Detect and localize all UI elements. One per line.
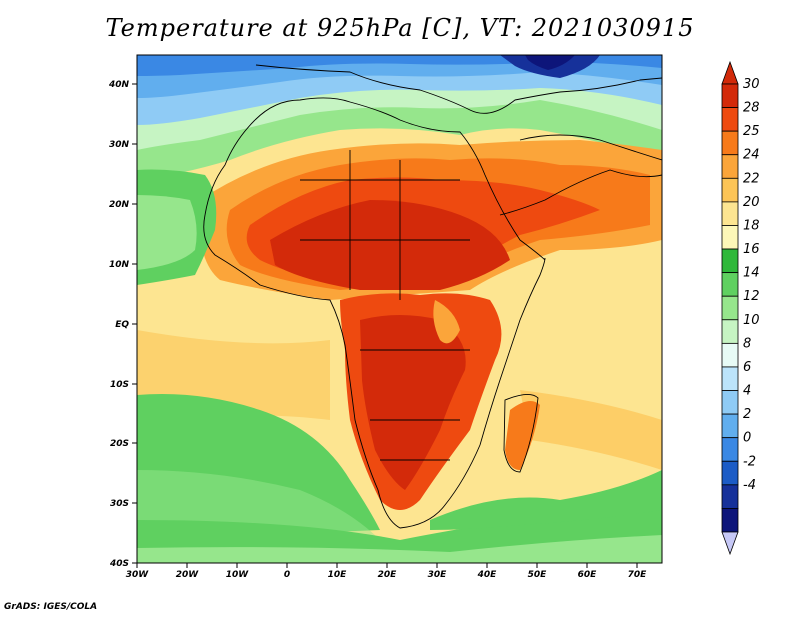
- lon-label: 30W: [126, 570, 150, 580]
- colorbar-label: 14: [743, 266, 760, 281]
- colorbar-label: 20: [743, 195, 760, 210]
- colorbar-swatch: [721, 201, 739, 226]
- colorbar-swatch: [721, 130, 739, 156]
- lat-label: 20S: [110, 439, 129, 449]
- lon-label: 10E: [328, 570, 348, 580]
- colorbar-swatch: [721, 484, 739, 509]
- colorbar-swatch: [721, 248, 739, 274]
- colorbar-label: -4: [743, 478, 756, 493]
- latitude-axis: 40N 30N 20N 10N EQ 10S 20S 30S 40S: [108, 80, 130, 569]
- colorbar-swatch: [721, 225, 739, 250]
- lon-label: 30E: [428, 570, 448, 580]
- lat-label: 20N: [109, 200, 130, 210]
- plot-frame: [136, 54, 663, 564]
- colorbar-label: 24: [743, 148, 760, 163]
- colorbar-label: 10: [743, 313, 760, 328]
- temperature-field: [137, 55, 662, 563]
- colorbar-label: 25: [743, 124, 760, 139]
- colorbar-label: 8: [743, 336, 751, 351]
- lat-label: 10S: [110, 380, 129, 390]
- colorbar-label: 12: [743, 289, 760, 304]
- lon-label: 10W: [226, 570, 250, 580]
- lat-label: 40N: [108, 80, 130, 90]
- map-title: Temperature at 925hPa [C], VT: 202103091…: [105, 14, 695, 42]
- colorbar-swatch: [721, 342, 739, 368]
- colorbar-label: 16: [743, 242, 760, 257]
- colorbar-swatch: [721, 413, 739, 439]
- lon-label: 20E: [378, 570, 398, 580]
- colorbar-low-end: [721, 531, 739, 556]
- coastlines: [203, 64, 662, 529]
- colorbar-label: -2: [743, 454, 756, 469]
- colorbar-label: 28: [743, 101, 760, 116]
- colorbar-swatch: [721, 295, 739, 321]
- colorbar-swatch: [721, 319, 739, 344]
- colorbar-label: 22: [743, 171, 760, 186]
- lon-label: 0: [284, 570, 290, 580]
- lon-label: 50E: [528, 570, 548, 580]
- lat-label: EQ: [115, 320, 129, 330]
- lat-label: 10N: [109, 260, 130, 270]
- colorbar-swatch: [721, 177, 739, 203]
- colorbar-label: 30: [743, 77, 760, 92]
- grads-credit: GrADS: IGES/COLA: [4, 602, 98, 612]
- lon-label: 40E: [477, 570, 498, 580]
- lon-label: 60E: [578, 570, 598, 580]
- colorbar-swatch: [721, 366, 739, 391]
- colorbar-swatch: [721, 154, 739, 179]
- longitude-axis: 30W 20W 10W 0 10E 20E 30E 40E 50E 60E 70…: [126, 570, 647, 580]
- colorbar-swatch: [721, 508, 739, 533]
- colorbar-high-end: [721, 60, 739, 85]
- lon-label: 20W: [176, 570, 200, 580]
- colorbar-label: 6: [743, 360, 751, 375]
- colorbar-swatch: [721, 390, 739, 415]
- colorbar-swatch: [721, 460, 739, 486]
- lat-label: 30N: [109, 140, 130, 150]
- colorbar-label: 0: [743, 431, 751, 446]
- colorbar-label: 2: [743, 407, 751, 422]
- colorbar-swatch: [721, 83, 739, 108]
- colorbar-label: 18: [743, 218, 760, 233]
- tick-marks: [132, 83, 638, 568]
- colorbar-swatch: [721, 107, 739, 132]
- colorbar-label: 4: [743, 384, 751, 399]
- lat-label: 30S: [110, 499, 129, 509]
- colorbar-swatch: [721, 437, 739, 462]
- colorbar-swatch: [721, 272, 739, 297]
- lon-label: 70E: [628, 570, 648, 580]
- lat-label: 40S: [109, 559, 129, 569]
